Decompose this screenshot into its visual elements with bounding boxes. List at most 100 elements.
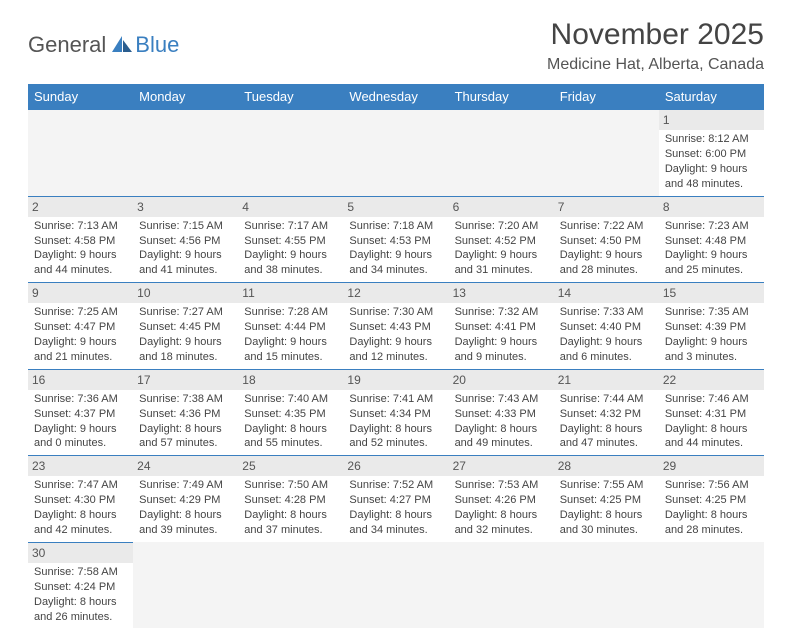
day-info: Sunrise: 7:27 AMSunset: 4:45 PMDaylight:… [137,305,232,364]
day-number: 22 [659,370,764,390]
day-number: 29 [659,456,764,476]
day-cell: 29Sunrise: 7:56 AMSunset: 4:25 PMDayligh… [659,456,764,543]
calendar-row: 1Sunrise: 8:12 AMSunset: 6:00 PMDaylight… [28,110,764,197]
weekday-header: Saturday [659,84,764,110]
calendar-row: 23Sunrise: 7:47 AMSunset: 4:30 PMDayligh… [28,456,764,543]
day-cell: 3Sunrise: 7:15 AMSunset: 4:56 PMDaylight… [133,196,238,283]
day-cell: 22Sunrise: 7:46 AMSunset: 4:31 PMDayligh… [659,369,764,456]
day-info: Sunrise: 7:40 AMSunset: 4:35 PMDaylight:… [242,392,337,451]
day-info: Sunrise: 7:50 AMSunset: 4:28 PMDaylight:… [242,478,337,537]
day-info: Sunrise: 7:13 AMSunset: 4:58 PMDaylight:… [32,219,127,278]
day-number: 7 [554,197,659,217]
day-number: 5 [343,197,448,217]
weekday-header: Thursday [449,84,554,110]
day-info: Sunrise: 7:28 AMSunset: 4:44 PMDaylight:… [242,305,337,364]
day-number: 18 [238,370,343,390]
day-number: 17 [133,370,238,390]
day-cell: 27Sunrise: 7:53 AMSunset: 4:26 PMDayligh… [449,456,554,543]
day-number: 8 [659,197,764,217]
day-cell: 30Sunrise: 7:58 AMSunset: 4:24 PMDayligh… [28,542,133,628]
day-info: Sunrise: 7:55 AMSunset: 4:25 PMDaylight:… [558,478,653,537]
day-cell: 26Sunrise: 7:52 AMSunset: 4:27 PMDayligh… [343,456,448,543]
day-cell: 11Sunrise: 7:28 AMSunset: 4:44 PMDayligh… [238,283,343,370]
empty-cell [238,110,343,197]
day-cell: 9Sunrise: 7:25 AMSunset: 4:47 PMDaylight… [28,283,133,370]
day-number: 26 [343,456,448,476]
calendar-row: 16Sunrise: 7:36 AMSunset: 4:37 PMDayligh… [28,369,764,456]
day-cell: 25Sunrise: 7:50 AMSunset: 4:28 PMDayligh… [238,456,343,543]
calendar-row: 30Sunrise: 7:58 AMSunset: 4:24 PMDayligh… [28,542,764,628]
day-number: 20 [449,370,554,390]
day-number: 28 [554,456,659,476]
day-info: Sunrise: 7:33 AMSunset: 4:40 PMDaylight:… [558,305,653,364]
day-number: 2 [28,197,133,217]
weekday-header: Wednesday [343,84,448,110]
day-cell: 1Sunrise: 8:12 AMSunset: 6:00 PMDaylight… [659,110,764,197]
page-title: November 2025 [547,18,764,52]
calendar-row: 9Sunrise: 7:25 AMSunset: 4:47 PMDaylight… [28,283,764,370]
empty-cell [554,110,659,197]
day-number: 23 [28,456,133,476]
empty-cell [133,110,238,197]
weekday-header-row: SundayMondayTuesdayWednesdayThursdayFrid… [28,84,764,110]
day-info: Sunrise: 7:53 AMSunset: 4:26 PMDaylight:… [453,478,548,537]
calendar-table: SundayMondayTuesdayWednesdayThursdayFrid… [28,84,764,628]
logo-text-general: General [28,32,106,58]
day-cell: 24Sunrise: 7:49 AMSunset: 4:29 PMDayligh… [133,456,238,543]
day-cell: 17Sunrise: 7:38 AMSunset: 4:36 PMDayligh… [133,369,238,456]
day-cell: 21Sunrise: 7:44 AMSunset: 4:32 PMDayligh… [554,369,659,456]
empty-cell [659,542,764,628]
day-info: Sunrise: 7:17 AMSunset: 4:55 PMDaylight:… [242,219,337,278]
day-info: Sunrise: 7:46 AMSunset: 4:31 PMDaylight:… [663,392,758,451]
empty-cell [28,110,133,197]
day-cell: 16Sunrise: 7:36 AMSunset: 4:37 PMDayligh… [28,369,133,456]
day-info: Sunrise: 7:35 AMSunset: 4:39 PMDaylight:… [663,305,758,364]
day-cell: 15Sunrise: 7:35 AMSunset: 4:39 PMDayligh… [659,283,764,370]
empty-cell [343,110,448,197]
day-cell: 7Sunrise: 7:22 AMSunset: 4:50 PMDaylight… [554,196,659,283]
day-number: 10 [133,283,238,303]
day-number: 1 [659,110,764,130]
day-info: Sunrise: 7:47 AMSunset: 4:30 PMDaylight:… [32,478,127,537]
day-info: Sunrise: 7:52 AMSunset: 4:27 PMDaylight:… [347,478,442,537]
location-text: Medicine Hat, Alberta, Canada [547,56,764,74]
empty-cell [343,542,448,628]
header: General Blue November 2025 Medicine Hat,… [28,18,764,74]
day-cell: 8Sunrise: 7:23 AMSunset: 4:48 PMDaylight… [659,196,764,283]
weekday-header: Tuesday [238,84,343,110]
day-number: 12 [343,283,448,303]
day-cell: 23Sunrise: 7:47 AMSunset: 4:30 PMDayligh… [28,456,133,543]
day-info: Sunrise: 7:43 AMSunset: 4:33 PMDaylight:… [453,392,548,451]
day-number: 19 [343,370,448,390]
day-info: Sunrise: 7:22 AMSunset: 4:50 PMDaylight:… [558,219,653,278]
day-cell: 13Sunrise: 7:32 AMSunset: 4:41 PMDayligh… [449,283,554,370]
day-info: Sunrise: 8:12 AMSunset: 6:00 PMDaylight:… [663,132,758,191]
logo: General Blue [28,18,179,58]
day-cell: 20Sunrise: 7:43 AMSunset: 4:33 PMDayligh… [449,369,554,456]
title-block: November 2025 Medicine Hat, Alberta, Can… [547,18,764,74]
day-info: Sunrise: 7:23 AMSunset: 4:48 PMDaylight:… [663,219,758,278]
day-cell: 2Sunrise: 7:13 AMSunset: 4:58 PMDaylight… [28,196,133,283]
day-info: Sunrise: 7:15 AMSunset: 4:56 PMDaylight:… [137,219,232,278]
day-info: Sunrise: 7:25 AMSunset: 4:47 PMDaylight:… [32,305,127,364]
day-number: 9 [28,283,133,303]
day-number: 25 [238,456,343,476]
day-number: 27 [449,456,554,476]
day-info: Sunrise: 7:44 AMSunset: 4:32 PMDaylight:… [558,392,653,451]
day-number: 4 [238,197,343,217]
day-cell: 14Sunrise: 7:33 AMSunset: 4:40 PMDayligh… [554,283,659,370]
day-number: 13 [449,283,554,303]
calendar-body: 1Sunrise: 8:12 AMSunset: 6:00 PMDaylight… [28,110,764,628]
day-info: Sunrise: 7:41 AMSunset: 4:34 PMDaylight:… [347,392,442,451]
day-cell: 10Sunrise: 7:27 AMSunset: 4:45 PMDayligh… [133,283,238,370]
empty-cell [554,542,659,628]
day-number: 14 [554,283,659,303]
day-cell: 6Sunrise: 7:20 AMSunset: 4:52 PMDaylight… [449,196,554,283]
day-number: 24 [133,456,238,476]
logo-text-blue: Blue [135,32,179,58]
empty-cell [449,542,554,628]
day-info: Sunrise: 7:20 AMSunset: 4:52 PMDaylight:… [453,219,548,278]
day-cell: 12Sunrise: 7:30 AMSunset: 4:43 PMDayligh… [343,283,448,370]
day-info: Sunrise: 7:18 AMSunset: 4:53 PMDaylight:… [347,219,442,278]
day-number: 15 [659,283,764,303]
